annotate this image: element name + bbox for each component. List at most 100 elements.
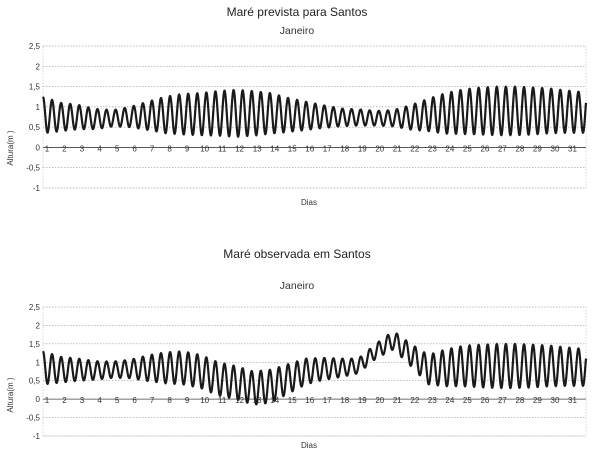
x-tick-label: 9 [185,396,190,405]
x-tick-label: 9 [185,144,190,153]
y-tick-label: -1 [33,184,41,193]
predicted-tide-chart: Maré prevista para Santos Janeiro Altura… [6,5,588,207]
x-tick-label: 20 [375,396,384,405]
x-tick-label: 16 [305,144,314,153]
y-axis-label: Altura(m ) [6,130,15,165]
x-tick-label: 3 [80,144,85,153]
observed-tide-chart: Maré observada em Santos Janeiro Altura(… [0,227,594,454]
x-tick-label: 1 [45,144,50,153]
x-tick-label: 4 [97,396,102,405]
y-tick-label: 1,5 [29,340,41,349]
x-tick-label: 11 [218,144,227,153]
x-tick-label: 27 [498,144,507,153]
x-tick-label: 2 [62,396,67,405]
x-tick-label: 19 [358,396,367,405]
x-tick-label: 31 [568,396,577,405]
y-tick-label: 0 [36,143,41,152]
y-axis-label: Altura(m ) [6,377,15,412]
y-tick-label: 1,5 [29,83,41,92]
x-tick-label: 10 [200,396,209,405]
x-tick-label: 17 [323,144,332,153]
y-tick-label: 2 [36,62,41,71]
x-tick-label: 27 [498,396,507,405]
y-tick-label: 1 [36,358,41,367]
x-tick-label: 8 [167,144,172,153]
x-tick-label: 10 [200,144,209,153]
chart-title: Maré observada em Santos [223,247,370,261]
x-tick-label: 29 [533,144,542,153]
x-tick-label: 5 [115,144,120,153]
x-tick-label: 31 [568,144,577,153]
x-tick-label: 15 [288,144,297,153]
x-tick-label: 29 [533,396,542,405]
x-tick-label: 23 [428,396,437,405]
x-tick-label: 22 [410,144,419,153]
chart-subtitle: Janeiro [280,25,315,37]
chart-title: Maré prevista para Santos [227,5,368,19]
y-tick-label: 0 [36,395,41,404]
x-tick-label: 19 [358,144,367,153]
y-ticks: 2,5 2 1,5 1 0,5 0 -0,5 -1 [26,42,40,193]
x-tick-label: 28 [515,144,524,153]
x-axis-label: Dias [301,441,317,450]
x-tick-label: 17 [323,396,332,405]
series-layer [42,85,588,138]
x-tick-label: 7 [150,144,155,153]
grid [42,45,587,189]
y-tick-label: 2,5 [29,42,41,51]
x-tick-label: 8 [167,396,172,405]
x-tick-label: 20 [375,144,384,153]
y-tick-label: -0,5 [26,414,40,423]
y-tick-label: 2 [36,321,41,330]
x-tick-label: 12 [235,396,244,405]
x-tick-label: 7 [150,396,155,405]
x-tick-label: 15 [288,396,297,405]
y-tick-label: 0,5 [29,377,41,386]
grid [42,306,587,437]
tide-series-line [42,332,588,406]
x-tick-label: 22 [410,396,419,405]
x-tick-label: 16 [305,396,314,405]
x-tick-label: 30 [551,396,560,405]
x-tick-label: 21 [393,144,402,153]
x-tick-label: 26 [480,396,489,405]
x-tick-label: 24 [445,396,454,405]
tide-series-line [42,85,588,138]
y-tick-label: 2,5 [29,303,41,312]
x-tick-label: 26 [480,144,489,153]
x-tick-label: 6 [132,144,137,153]
y-tick-label: -0,5 [26,164,40,173]
x-tick-label: 24 [445,144,454,153]
observed-tide-chart-svg: Maré observada em Santos Janeiro Altura(… [6,247,588,450]
x-ticks: 1 2 3 4 5 6 7 8 9 10 11 12 13 14 15 16 17 18 19 20 21 22 23 24 2… [45,396,578,405]
y-tick-label: -1 [33,432,41,441]
x-tick-label: 3 [80,396,85,405]
y-ticks: 2,5 2 1,5 1 0,5 0 -0,5 -1 [26,303,40,441]
chart-subtitle: Janeiro [280,280,315,292]
x-ticks: 1 2 3 4 5 6 7 8 9 10 11 12 13 14 15 16 17 18 19 20 21 22 23 24 2… [45,144,578,153]
x-tick-label: 5 [115,396,120,405]
x-tick-label: 18 [340,396,349,405]
y-tick-label: 1 [36,103,41,112]
y-tick-label: 0,5 [29,123,41,132]
x-tick-label: 25 [463,396,472,405]
x-tick-label: 18 [340,144,349,153]
x-tick-label: 14 [270,144,279,153]
x-tick-label: 2 [62,144,67,153]
x-tick-label: 30 [551,144,560,153]
x-tick-label: 13 [253,144,262,153]
x-tick-label: 25 [463,144,472,153]
x-tick-label: 23 [428,144,437,153]
x-tick-label: 4 [97,144,102,153]
predicted-tide-chart-svg: Maré prevista para Santos Janeiro Altura… [6,5,588,207]
x-tick-label: 1 [45,396,50,405]
x-tick-label: 28 [515,396,524,405]
plot-area [42,45,587,189]
plot-area [42,306,587,437]
series-layer [42,332,588,406]
x-tick-label: 11 [218,396,227,405]
x-tick-label: 6 [132,396,137,405]
x-tick-label: 12 [235,144,244,153]
x-axis-label: Dias [301,198,317,207]
x-tick-label: 21 [393,396,402,405]
